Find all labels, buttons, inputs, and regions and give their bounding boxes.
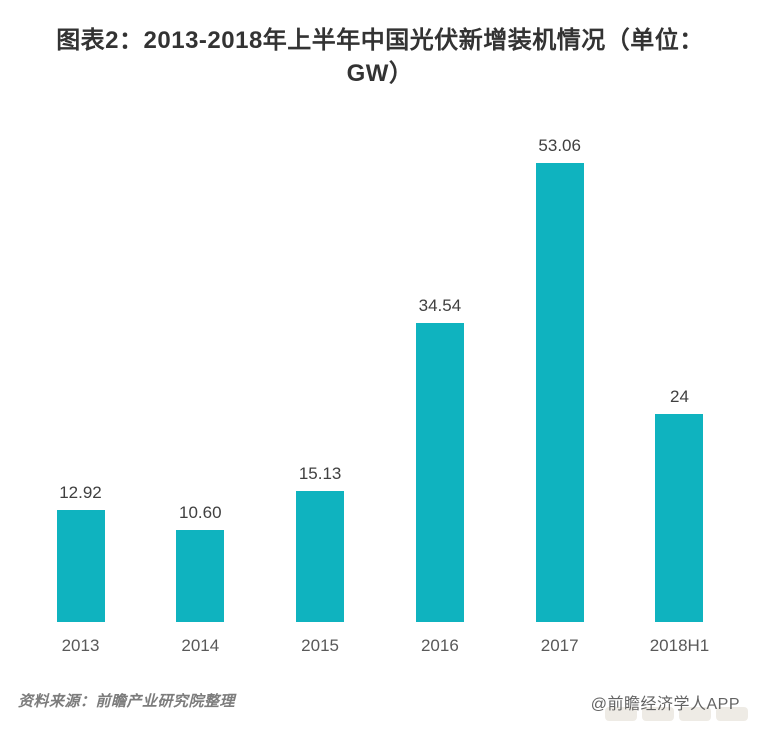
bar-column-2018H1: 24 2018H1	[620, 387, 739, 656]
bar-chart: 12.92 2013 10.60 2014 15.13 2015 34.54 2016 53.0…	[21, 90, 739, 656]
bar-2015	[296, 491, 345, 622]
watermark-block	[716, 707, 748, 721]
watermark-block	[642, 707, 674, 721]
credit-wrap: @前瞻经济学人APP	[590, 690, 748, 721]
bar-column-2017: 53.06 2017	[500, 136, 619, 656]
bar-column-2015: 15.13 2015	[261, 464, 380, 656]
credit-note: @前瞻经济学人APP	[590, 696, 740, 713]
bar-2013	[56, 510, 105, 622]
x-axis-label: 2013	[61, 636, 100, 655]
bar-value-label: 15.13	[298, 464, 342, 483]
watermark	[605, 707, 748, 721]
bar-value-label: 24	[670, 387, 689, 406]
watermark-block	[605, 707, 637, 721]
chart-title: 图表2：2013-2018年上半年中国光伏新增装机情况（单位： GW）	[0, 0, 760, 90]
x-axis-label: 2017	[540, 636, 579, 655]
bar-value-label: 34.54	[418, 296, 462, 315]
x-axis-label: 2015	[301, 636, 339, 655]
bar-value-label: 12.92	[59, 483, 102, 502]
bar-value-label: 10.60	[179, 503, 222, 522]
bar-value-label: 53.06	[538, 136, 581, 155]
watermark-block	[679, 707, 711, 721]
x-axis-label: 2018H1	[649, 636, 710, 655]
bar-2016	[415, 323, 464, 622]
chart-title-line1: 图表2：2013-2018年上半年中国光伏新增装机情况（单位：	[56, 27, 704, 54]
bar-2017	[535, 163, 584, 622]
bar-column-2014: 10.60 2014	[141, 503, 260, 656]
bar-column-2013: 12.92 2013	[21, 483, 140, 656]
bar-2014	[176, 530, 225, 622]
bar-column-2016: 34.54 2016	[380, 296, 499, 656]
x-axis-label: 2014	[181, 636, 220, 655]
footer: 资料来源：前瞻产业研究院整理 @前瞻经济学人APP	[18, 690, 748, 721]
chart-title-line2: GW）	[346, 60, 414, 87]
source-note: 资料来源：前瞻产业研究院整理	[18, 693, 236, 710]
x-axis-label: 2016	[420, 636, 459, 655]
bar-2018H1	[655, 414, 704, 622]
